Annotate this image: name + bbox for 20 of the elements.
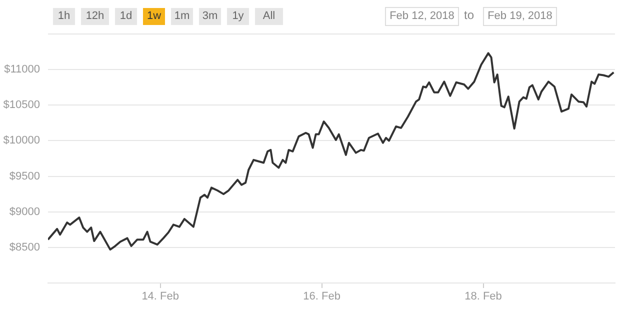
text: 3m bbox=[199, 8, 221, 25]
text: Feb 12, 2018 bbox=[385, 7, 459, 26]
y-tick-label: $8500 bbox=[9, 241, 40, 254]
y-tick-label: $10000 bbox=[3, 134, 40, 147]
text: Feb 19, 2018 bbox=[483, 7, 557, 26]
y-tick-label: $9500 bbox=[9, 170, 40, 182]
text: 1w bbox=[143, 8, 165, 25]
x-tick-label: 18. Feb bbox=[464, 290, 502, 303]
text: to bbox=[464, 7, 474, 24]
y-tick-label: $9000 bbox=[9, 206, 40, 218]
text: All bbox=[255, 8, 283, 25]
text: 1d bbox=[115, 8, 137, 25]
x-tick-label: 14. Feb bbox=[142, 290, 179, 303]
y-tick-label: $11000 bbox=[4, 64, 40, 76]
y-tick-label: $10500 bbox=[3, 99, 40, 112]
text: 1m bbox=[171, 8, 193, 25]
text: 1h bbox=[53, 8, 75, 25]
text: 1y bbox=[227, 8, 249, 25]
text: 12h bbox=[81, 8, 109, 25]
x-tick-label: 16. Feb bbox=[303, 290, 340, 303]
